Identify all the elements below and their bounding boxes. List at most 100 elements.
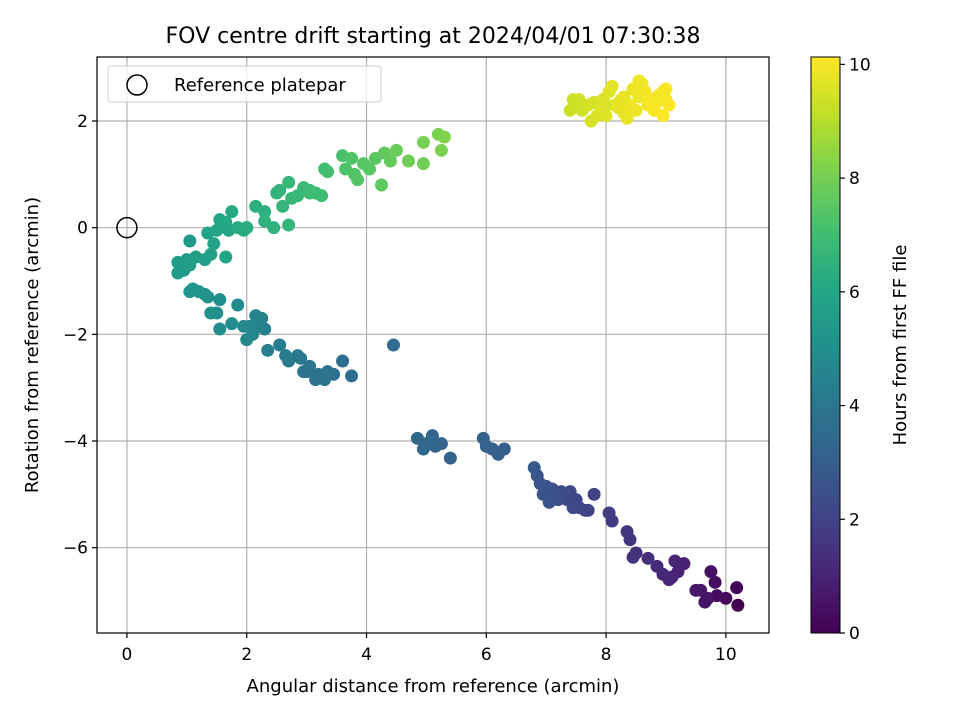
colorbar: 0 2 4 6 8 10 Hours from first FF file (810, 55, 911, 644)
reference-platepar-marker (116, 216, 138, 239)
data-point (374, 178, 388, 192)
colorbar-gradient (810, 56, 841, 634)
legend-entry-reference-platepar: Reference platepar (174, 75, 346, 96)
data-point (345, 151, 359, 165)
colorbar-ticks: 0 2 4 6 8 10 (840, 55, 871, 644)
data-point (416, 442, 430, 456)
data-point (225, 317, 239, 331)
data-point (336, 354, 350, 368)
data-point (276, 199, 290, 213)
y-axis-label: Rotation from reference (arcmin) (22, 197, 43, 493)
data-point (641, 551, 655, 565)
data-point (309, 373, 323, 387)
data-point (632, 74, 646, 88)
x-axis-label: Angular distance from reference (arcmin) (247, 676, 620, 697)
data-point (273, 338, 287, 352)
data-point (183, 285, 197, 299)
x-tick-label: 2 (241, 645, 252, 665)
y-tick-label: −2 (63, 325, 88, 345)
legend-box (107, 65, 382, 103)
data-point (282, 218, 296, 232)
data-point (303, 186, 317, 200)
y-tick-label: −6 (63, 539, 88, 559)
x-tick-label: 6 (481, 645, 492, 665)
colorbar-tick-label: 2 (849, 510, 860, 530)
data-point (605, 79, 619, 93)
data-point (704, 565, 718, 579)
data-point (207, 237, 221, 251)
data-point (267, 221, 281, 235)
data-point (620, 525, 634, 539)
colorbar-tick-label: 4 (849, 397, 860, 417)
data-point (225, 205, 239, 219)
data-point (237, 319, 251, 333)
data-point (599, 98, 613, 112)
y-tick-label: 0 (77, 219, 88, 239)
data-point (443, 451, 457, 465)
x-axis-ticks: 0 2 4 6 8 10 (122, 633, 737, 665)
data-point (213, 322, 227, 336)
data-point (410, 431, 424, 445)
data-point (315, 189, 329, 203)
data-point (437, 130, 451, 144)
data-point (273, 183, 287, 197)
data-point (587, 487, 601, 501)
legend-reference-marker-icon (126, 74, 148, 96)
data-point (258, 205, 272, 219)
data-point (240, 221, 254, 235)
data-point (219, 250, 233, 264)
data-point (279, 349, 293, 363)
data-point (599, 109, 613, 123)
data-point (213, 293, 227, 307)
chart-title: FOV centre drift starting at 2024/04/01 … (166, 24, 701, 49)
colorbar-tick-label: 8 (849, 169, 860, 189)
data-point (668, 554, 682, 568)
data-point (536, 487, 550, 501)
data-point (698, 595, 712, 609)
data-point (731, 598, 745, 612)
data-point (321, 165, 335, 179)
data-point (351, 173, 365, 187)
data-point (240, 333, 254, 347)
data-point (434, 143, 448, 157)
data-point (231, 298, 245, 312)
data-point (363, 162, 377, 176)
legend: Reference platepar (107, 65, 382, 103)
data-point (345, 369, 359, 383)
data-point (386, 338, 400, 352)
x-tick-label: 4 (361, 645, 372, 665)
data-point (650, 559, 664, 573)
data-point (416, 135, 430, 149)
data-point (210, 223, 224, 237)
data-point (623, 103, 637, 117)
colorbar-tick-label: 6 (849, 283, 860, 303)
data-point (626, 550, 640, 564)
data-point (204, 306, 218, 320)
data-point (389, 143, 403, 157)
data-point (204, 247, 218, 261)
data-point (300, 365, 314, 379)
data-point (656, 109, 670, 123)
data-point (219, 215, 233, 229)
data-point (617, 90, 631, 104)
data-point (183, 234, 197, 248)
data-point (416, 157, 430, 171)
data-point (171, 255, 185, 269)
data-point (527, 461, 541, 475)
reference-marker-layer (116, 216, 138, 239)
colorbar-tick-label: 10 (849, 55, 871, 75)
data-point (261, 343, 275, 357)
data-point (650, 90, 664, 104)
data-point (602, 506, 616, 520)
data-points (171, 74, 745, 612)
x-tick-label: 0 (122, 645, 133, 665)
plot-area-frame (96, 56, 770, 634)
data-point (401, 154, 415, 168)
data-point (708, 575, 722, 589)
data-point (730, 581, 744, 595)
data-point (171, 266, 185, 280)
y-tick-label: −4 (63, 432, 88, 452)
x-tick-label: 10 (715, 645, 737, 665)
x-tick-label: 8 (601, 645, 612, 665)
